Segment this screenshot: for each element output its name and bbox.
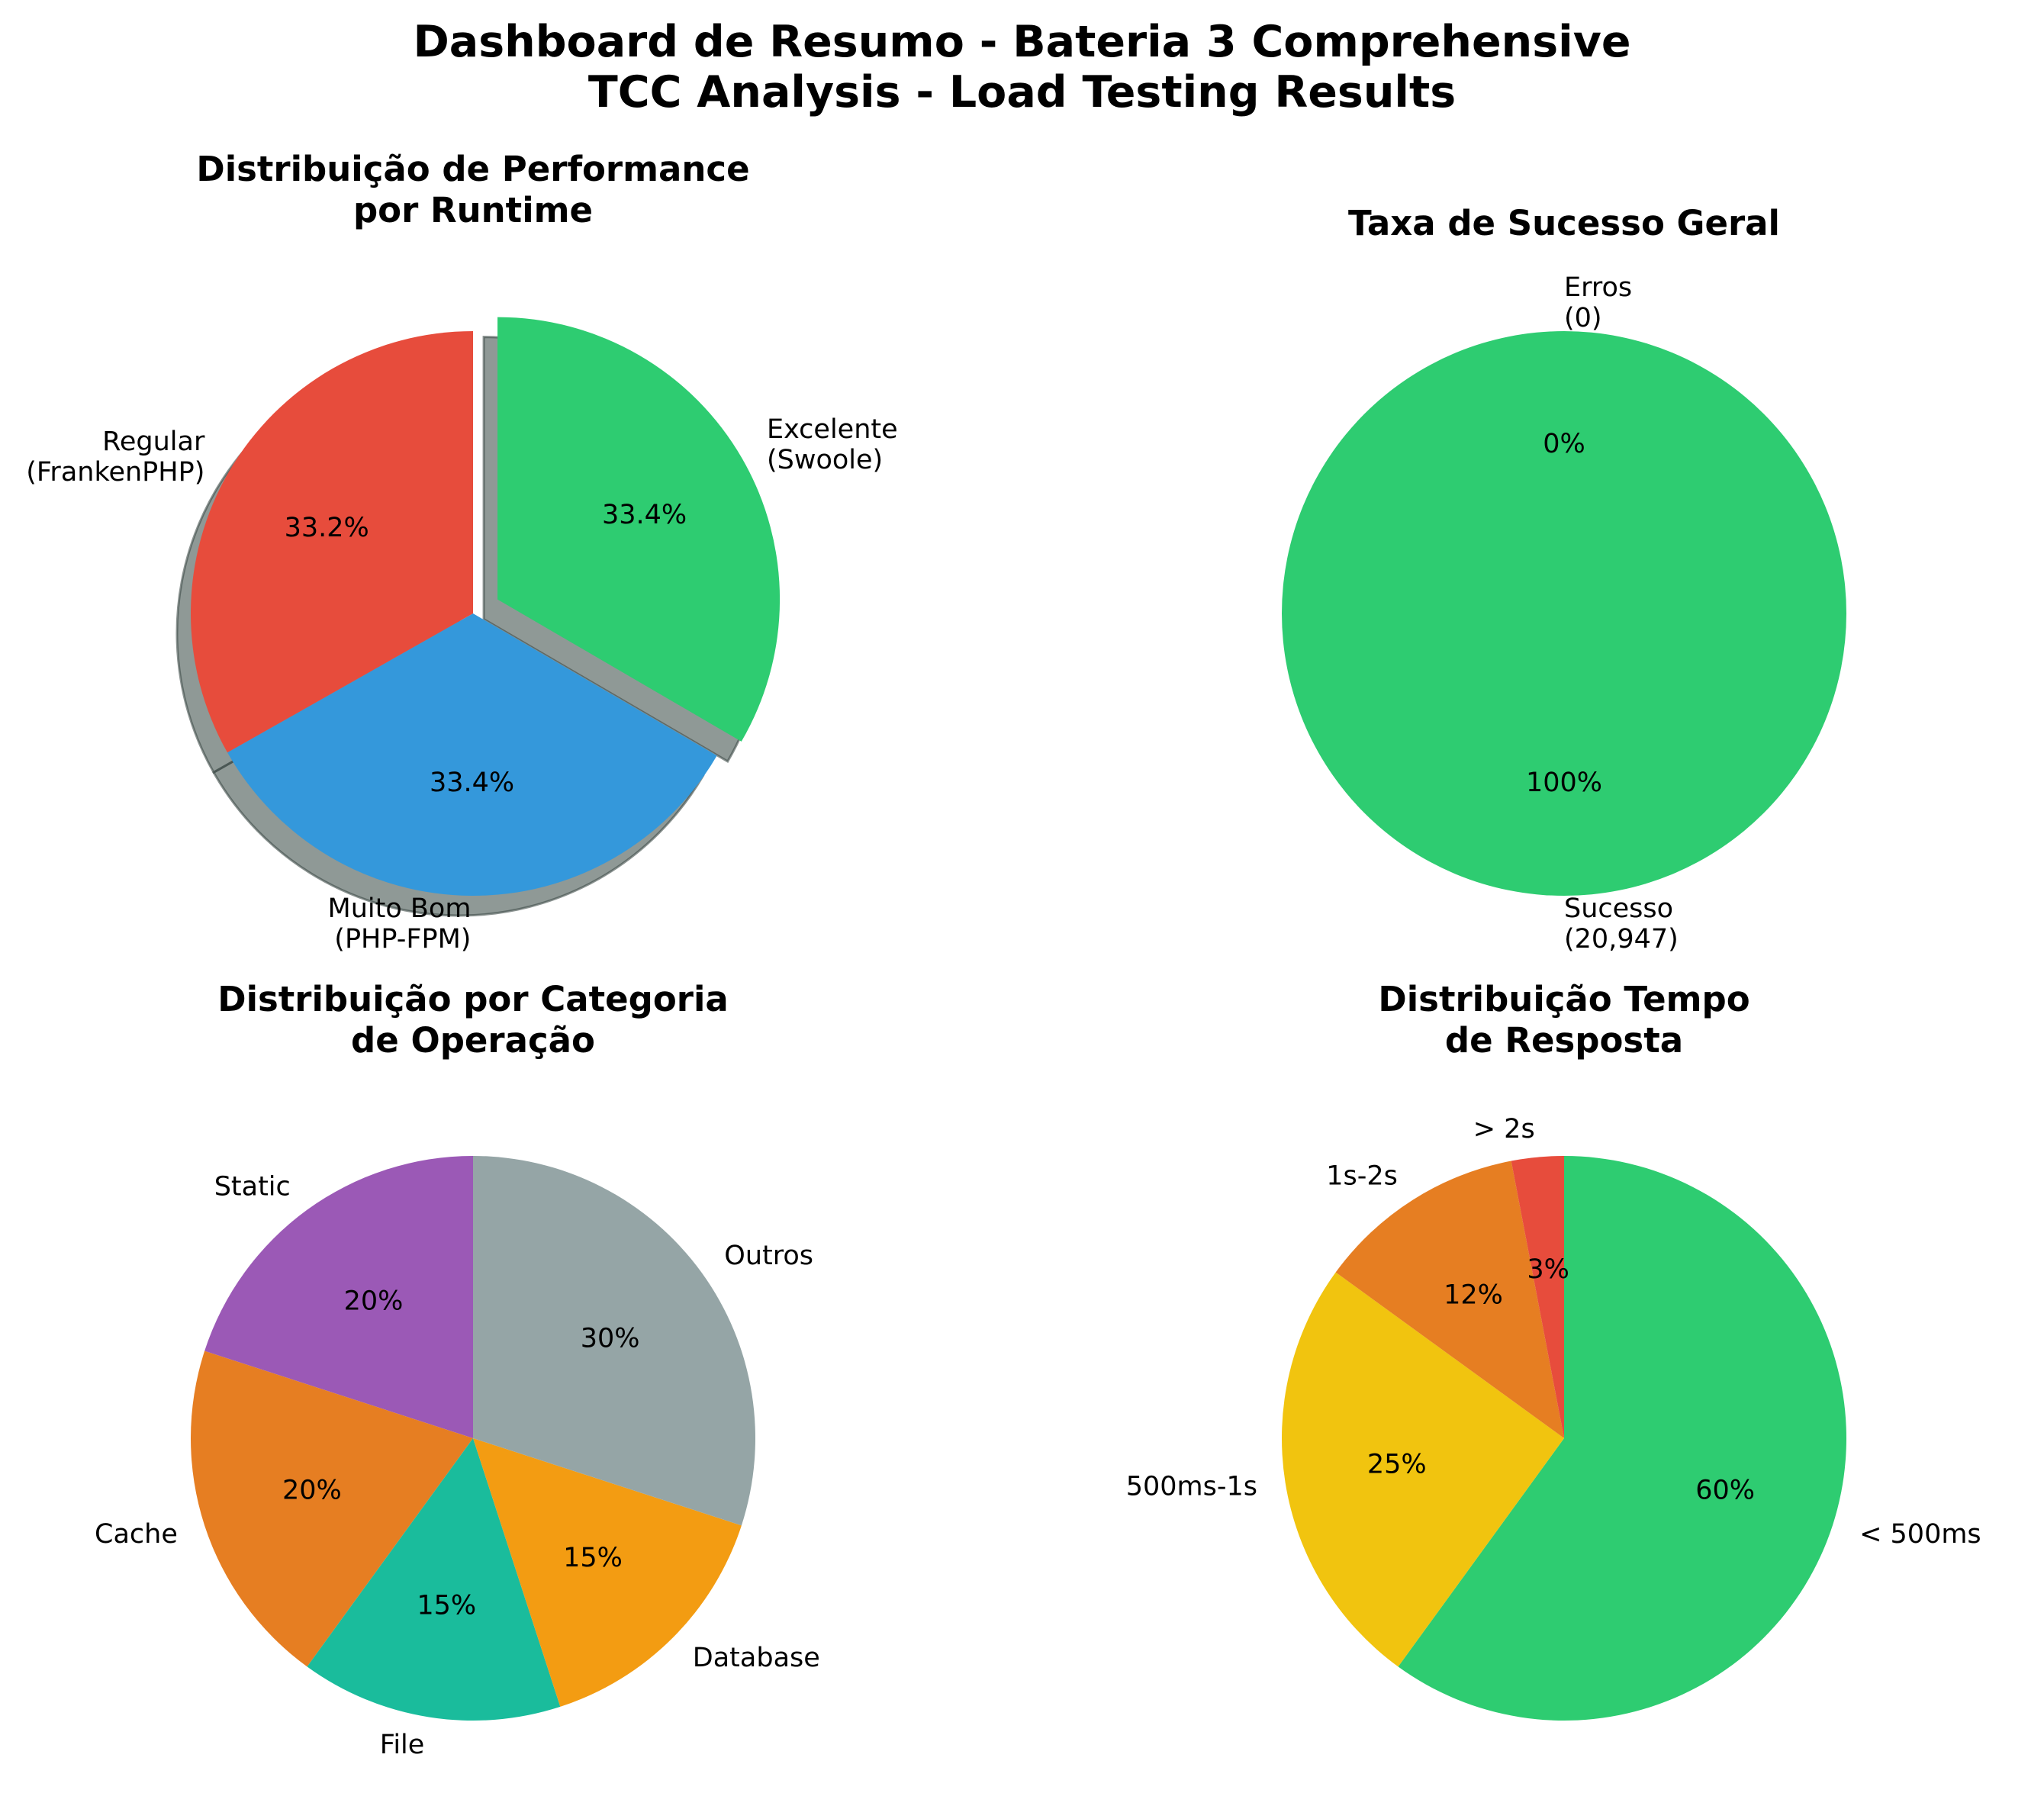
slice-category-label-line: > 2s	[1473, 1114, 1535, 1144]
slice-category-label-line: Erros	[1564, 272, 1632, 303]
dashboard-title-line-1: Dashboard de Resumo - Bateria 3 Comprehe…	[413, 17, 1631, 67]
slice-percent-label: 15%	[563, 1543, 623, 1573]
slice-500ms-1s	[1281, 1272, 1564, 1667]
slice-sucesso-20-947	[1282, 331, 1846, 896]
slice-category-label-line: (PHP-FPM)	[334, 924, 471, 955]
slice-percent-label: 100%	[1526, 768, 1602, 798]
slice-category-label: Static	[214, 1172, 291, 1202]
chart-title-line: Distribuição Tempo	[1378, 979, 1749, 1019]
slice-2s	[1511, 1156, 1564, 1438]
slice-category-label: < 500ms	[1859, 1519, 1981, 1550]
slice-percent-label: 30%	[581, 1324, 640, 1354]
slice-category-label: Database	[693, 1643, 820, 1673]
slice-percent-label: 33.4%	[602, 500, 687, 530]
slice-percent-label: 33.2%	[285, 513, 369, 543]
slice-category-label: Outros	[724, 1241, 813, 1271]
slice-category-label: Regular (FrankenPHP)	[26, 427, 205, 488]
pie-chart-4: Distribuição Tempo de Resposta 60% < 500ms 2…	[1126, 979, 1981, 1721]
pie-chart-1: Distribuição de Performance por Runtime 33…	[26, 149, 897, 955]
slice-category-label-line: (FrankenPHP)	[26, 457, 204, 488]
slice-1s-2s	[1335, 1161, 1564, 1438]
chart-title: Distribuição Tempo de Resposta	[1378, 979, 1749, 1061]
slice-category-label-line: Muito Bom	[328, 893, 472, 924]
slice-percent-label: 33.4%	[430, 768, 514, 798]
slice-category-label: 1s-2s	[1326, 1161, 1398, 1191]
slice-category-label: Excelente (Swoole)	[767, 414, 898, 475]
slice-category-label: > 2s	[1473, 1114, 1535, 1144]
slice-category-label-line: Database	[693, 1643, 820, 1673]
chart-title-line: de Operação	[351, 1020, 595, 1061]
slice-percent-label: 60%	[1695, 1476, 1755, 1506]
slice-outros	[473, 1156, 755, 1526]
chart-title: Distribuição por Categoria de Operação	[217, 979, 729, 1061]
slice-category-label-line: 1s-2s	[1326, 1161, 1398, 1191]
slice-category-label: Erros (0)	[1564, 272, 1632, 333]
slice-category-label-line: (0)	[1564, 303, 1602, 333]
slice-category-label-line: Cache	[95, 1519, 178, 1550]
slice-percent-label: 20%	[344, 1286, 404, 1316]
slice-category-label-line: Excelente	[767, 414, 898, 445]
chart-title-line: por Runtime	[353, 190, 593, 230]
slice-percent-label: 15%	[417, 1590, 476, 1621]
slice-category-label: Cache	[95, 1519, 178, 1550]
slice-percent-label: 0%	[1543, 429, 1585, 459]
slice-file	[307, 1438, 561, 1721]
slice-muito-bom-php-fpm	[227, 613, 717, 896]
slice-percent-label: 20%	[282, 1476, 342, 1506]
slice-category-label-line: Sucesso	[1564, 893, 1673, 924]
chart-title-line: de Resposta	[1445, 1020, 1683, 1061]
slice-regular-frankenphp	[190, 331, 474, 753]
slice-cache	[191, 1350, 474, 1667]
slice-category-label-line: Static	[214, 1172, 291, 1202]
slice-excelente-swoole	[497, 317, 781, 742]
dashboard-title: Dashboard de Resumo - Bateria 3 Comprehe…	[0, 17, 2044, 118]
chart-title-line: Taxa de Sucesso Geral	[1348, 203, 1780, 243]
pie-chart-2: Taxa de Sucesso Geral 100% Sucesso (20,947)…	[1282, 203, 1846, 955]
slice-database	[473, 1438, 742, 1707]
slice-percent-label: 3%	[1527, 1254, 1569, 1285]
pie-chart-3: Distribuição por Categoria de Operação 20%…	[95, 979, 820, 1760]
chart-title: Distribuição de Performance por Runtime	[196, 149, 749, 230]
chart-title-line: Distribuição por Categoria	[217, 979, 729, 1019]
chart-title: Taxa de Sucesso Geral	[1348, 203, 1780, 243]
slice-percent-label: 25%	[1367, 1450, 1427, 1480]
chart-title-line: Distribuição de Performance	[196, 149, 749, 189]
slice-category-label: File	[380, 1730, 425, 1760]
slice-category-label-line: Outros	[724, 1241, 813, 1271]
slice-category-label: Muito Bom (PHP-FPM)	[328, 893, 472, 955]
slice-static	[204, 1156, 473, 1438]
slice-500ms	[1398, 1156, 1846, 1721]
slice-category-label-line: Regular	[102, 427, 205, 457]
slice-category-label-line: (Swoole)	[767, 445, 883, 475]
slice-category-label: Sucesso (20,947)	[1564, 893, 1679, 955]
slice-category-label: 500ms-1s	[1126, 1472, 1257, 1502]
slice-category-label-line: (20,947)	[1564, 924, 1679, 955]
slice-category-label-line: 500ms-1s	[1126, 1472, 1257, 1502]
dashboard-title-line-2: TCC Analysis - Load Testing Results	[587, 67, 1457, 118]
slice-category-label-line: < 500ms	[1859, 1519, 1981, 1550]
slice-percent-label: 12%	[1444, 1280, 1503, 1311]
slice-category-label-line: File	[380, 1730, 425, 1760]
